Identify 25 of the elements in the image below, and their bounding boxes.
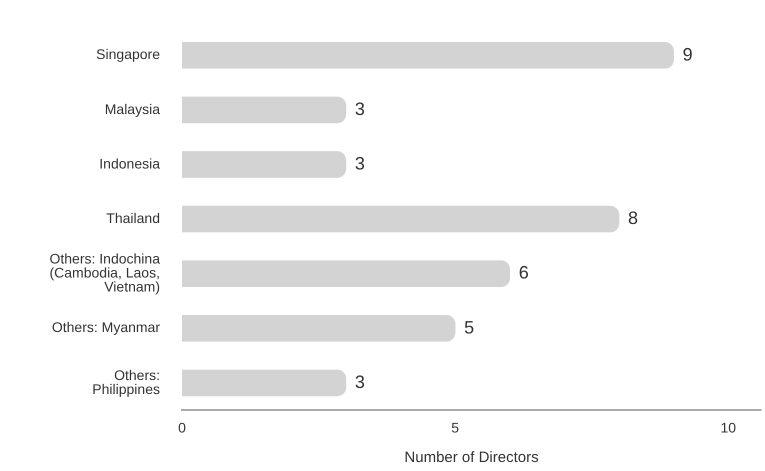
data-label: 9 bbox=[682, 44, 693, 64]
bar bbox=[182, 42, 674, 69]
data-label: 3 bbox=[354, 372, 365, 392]
data-label: 5 bbox=[464, 317, 474, 338]
bar bbox=[182, 314, 456, 342]
y-tick-label: Indonesia bbox=[99, 155, 160, 172]
x-axis-title: Number of Directors bbox=[404, 449, 539, 466]
x-tick-label: 5 bbox=[451, 419, 460, 436]
x-tick-label: 10 bbox=[720, 419, 736, 436]
data-label: 6 bbox=[518, 262, 529, 283]
data-label: 8 bbox=[628, 208, 638, 228]
y-tick-label: Thailand bbox=[106, 210, 160, 226]
y-tick-label: Others: Philippines bbox=[92, 366, 160, 397]
y-tick-label: Others: Indochina (Cambodia, Laos, Vietnam) bbox=[49, 250, 160, 295]
bar bbox=[182, 206, 620, 232]
bar bbox=[182, 370, 346, 396]
y-tick-label: Singapore bbox=[96, 46, 160, 62]
bar bbox=[182, 260, 510, 288]
data-label: 3 bbox=[354, 153, 365, 174]
x-tick-label: 0 bbox=[178, 419, 186, 436]
bar bbox=[182, 96, 346, 124]
y-tick-label: Malaysia bbox=[104, 100, 160, 117]
y-tick-label: Others: Myanmar bbox=[52, 319, 160, 336]
data-label: 3 bbox=[354, 98, 365, 119]
bar bbox=[182, 151, 346, 178]
